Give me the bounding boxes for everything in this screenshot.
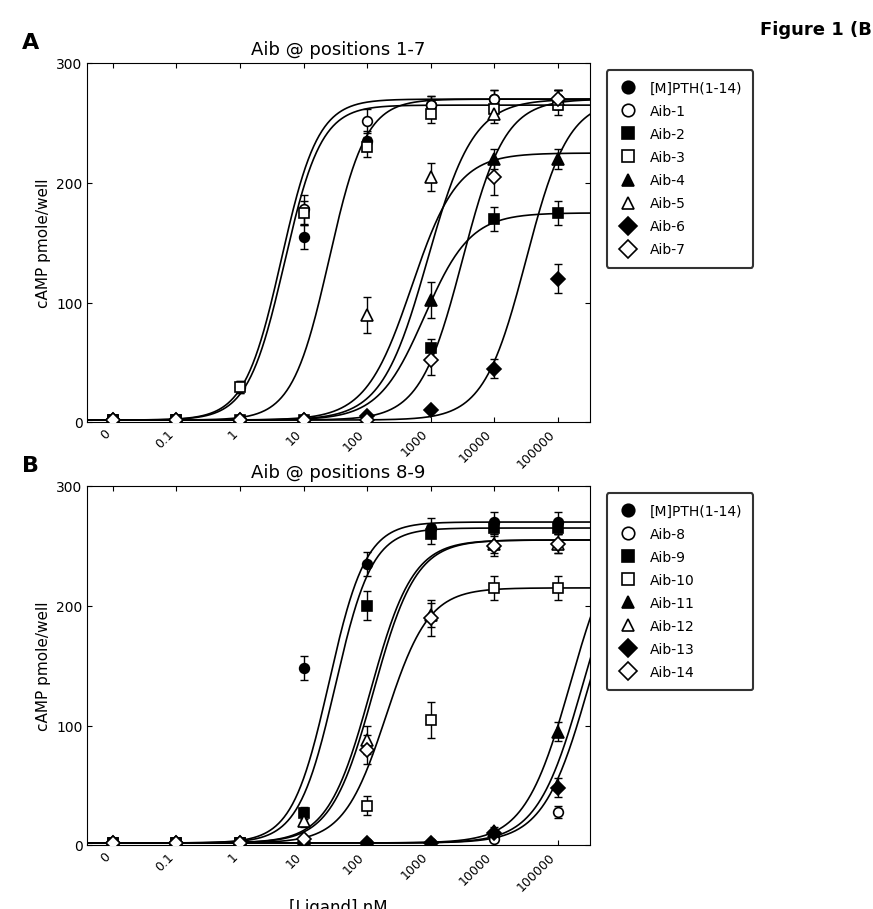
X-axis label: [Ligand] nM: [Ligand] nM (289, 899, 388, 909)
Text: B: B (22, 455, 39, 475)
Legend: [M]PTH(1-14), Aib-8, Aib-9, Aib-10, Aib-11, Aib-12, Aib-13, Aib-14: [M]PTH(1-14), Aib-8, Aib-9, Aib-10, Aib-… (606, 494, 753, 691)
Y-axis label: cAMP pmole/well: cAMP pmole/well (36, 178, 51, 308)
Title: Aib @ positions 1-7: Aib @ positions 1-7 (251, 41, 425, 59)
Y-axis label: cAMP pmole/well: cAMP pmole/well (36, 601, 51, 731)
Text: Figure 1 (B28): Figure 1 (B28) (760, 21, 873, 39)
Title: Aib @ positions 8-9: Aib @ positions 8-9 (251, 464, 425, 482)
Legend: [M]PTH(1-14), Aib-1, Aib-2, Aib-3, Aib-4, Aib-5, Aib-6, Aib-7: [M]PTH(1-14), Aib-1, Aib-2, Aib-3, Aib-4… (606, 71, 753, 268)
Text: A: A (22, 33, 39, 53)
